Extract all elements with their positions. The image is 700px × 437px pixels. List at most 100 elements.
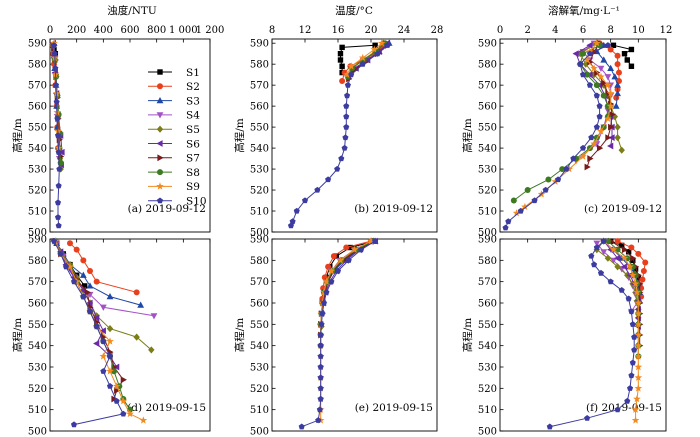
panel-e: 500 510 520 530 540 550 560 570 580 590 高程/m (e) 20…: [233, 235, 438, 437]
y-tick-label: 550: [478, 320, 497, 331]
data-point: [620, 263, 628, 271]
data-point: [614, 89, 621, 97]
y-tick-label: 560: [250, 299, 269, 310]
data-point: [111, 395, 118, 403]
data-point: [521, 202, 529, 211]
data-point: [628, 271, 637, 279]
data-point: [337, 50, 344, 57]
data-point: [600, 56, 608, 63]
legend-marker: [157, 169, 163, 176]
x-tick-label: 8: [269, 25, 275, 36]
data-point: [604, 238, 611, 245]
panel-b-frame: [271, 38, 438, 233]
data-point: [618, 287, 625, 293]
legend-marker: [156, 197, 164, 204]
data-point: [559, 166, 566, 173]
data-point: [99, 352, 108, 360]
y-tick-label: 530: [250, 165, 269, 176]
legend-marker: [156, 97, 164, 104]
y-tick-label: 590: [250, 235, 269, 246]
data-point: [50, 42, 58, 48]
data-point: [632, 266, 639, 272]
data-point: [642, 259, 649, 266]
x-tick-label: 24: [398, 25, 411, 36]
series-s9: [599, 237, 643, 424]
data-point: [113, 397, 120, 404]
x-tick-label: 12: [299, 25, 312, 36]
data-point: [604, 81, 612, 89]
y-axis-label: 高程/m: [11, 318, 24, 353]
data-point: [106, 383, 114, 389]
data-point: [605, 134, 612, 141]
y-tick-label: 550: [28, 123, 47, 134]
legend-marker: [156, 125, 164, 133]
legend-marker: [157, 83, 163, 90]
data-point: [600, 237, 607, 244]
panel-annotation: (e) 2019-09-15: [355, 402, 433, 414]
y-tick-label: 560: [28, 102, 47, 113]
data-point: [106, 293, 114, 300]
data-point: [610, 257, 617, 264]
data-point: [615, 69, 622, 76]
data-point: [587, 155, 594, 162]
data-point: [590, 139, 598, 148]
data-point: [628, 46, 635, 53]
y-tick-label: 580: [28, 60, 47, 71]
data-point: [350, 245, 359, 253]
series-s10: [502, 42, 611, 231]
data-point: [114, 387, 121, 394]
data-point: [613, 254, 621, 262]
data-point: [106, 325, 114, 333]
data-point: [317, 353, 324, 359]
data-point: [339, 77, 346, 84]
y-tick-label: 550: [478, 123, 497, 134]
y-tick-label: 500: [28, 228, 47, 239]
data-point: [56, 165, 63, 172]
legend-item-s9: S9: [148, 181, 200, 193]
data-point: [596, 102, 603, 109]
data-point: [343, 113, 350, 120]
data-point: [319, 310, 326, 317]
data-point: [633, 288, 641, 296]
data-point: [593, 82, 600, 89]
data-point: [119, 397, 128, 405]
x-tick-label: 28: [431, 25, 444, 36]
data-point: [52, 81, 60, 88]
data-point: [86, 308, 94, 315]
data-point: [347, 244, 354, 251]
y-tick-label: 590: [478, 39, 497, 50]
y-tick-label: 580: [250, 256, 269, 267]
data-point: [339, 63, 345, 69]
data-point: [323, 289, 330, 295]
data-point: [100, 368, 107, 374]
data-point: [584, 163, 591, 171]
data-point: [93, 323, 100, 330]
data-point: [614, 133, 621, 142]
data-point: [584, 415, 591, 421]
series-s2: [67, 240, 140, 296]
data-point: [588, 252, 595, 259]
data-point: [316, 406, 323, 413]
data-point: [54, 214, 62, 220]
data-point: [100, 338, 107, 344]
y-tick-label: 510: [28, 207, 47, 218]
y-tick-label: 570: [478, 277, 497, 288]
data-point: [614, 406, 621, 413]
data-point: [614, 52, 621, 59]
data-point: [628, 308, 635, 315]
data-point: [634, 331, 643, 339]
data-point: [325, 263, 332, 270]
y-tick-label: 540: [250, 144, 269, 155]
data-point: [358, 53, 367, 62]
legend-item-s4: S4: [148, 110, 200, 122]
x-tick-label: 200: [67, 25, 86, 36]
data-point: [590, 64, 598, 72]
y-tick-label: 510: [28, 405, 47, 416]
y-tick-label: 550: [28, 320, 47, 331]
data-point: [139, 416, 148, 424]
data-point: [597, 144, 604, 152]
y-tick-label: 590: [250, 39, 269, 50]
data-point: [372, 237, 379, 244]
data-point: [635, 250, 642, 257]
